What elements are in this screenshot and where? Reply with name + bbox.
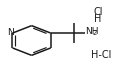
Text: NH: NH (85, 27, 99, 36)
Text: H-Cl: H-Cl (91, 50, 111, 60)
Text: 2: 2 (93, 30, 97, 36)
Text: Cl: Cl (93, 7, 103, 17)
Text: H: H (94, 14, 102, 24)
Text: N: N (7, 28, 14, 37)
